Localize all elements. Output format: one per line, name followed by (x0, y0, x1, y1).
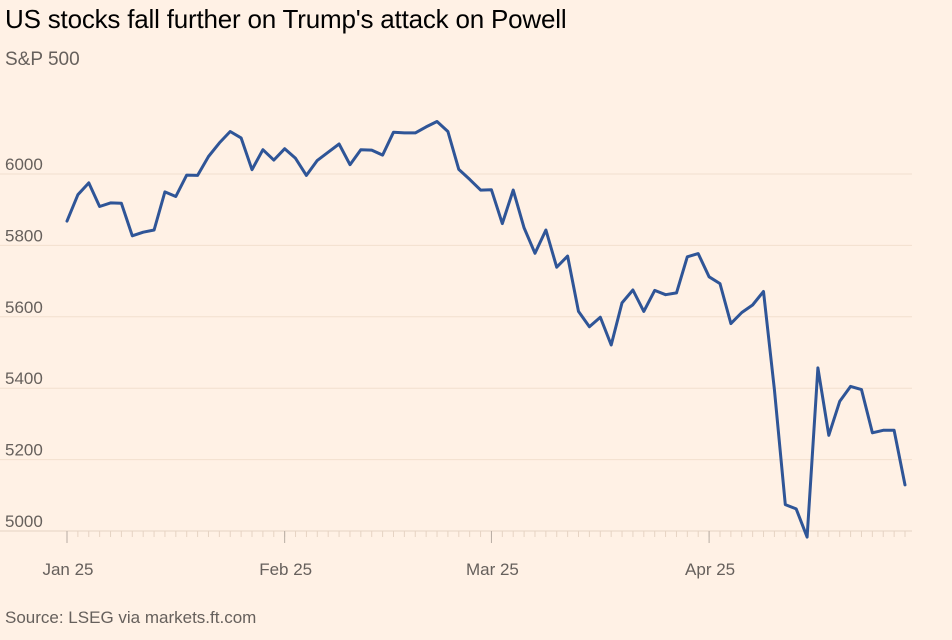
data-point (424, 124, 429, 129)
data-point (783, 502, 788, 507)
y-tick-label-5600: 5600 (5, 298, 43, 317)
y-tick-label-5000: 5000 (5, 512, 43, 531)
data-point (184, 173, 189, 178)
data-point (347, 162, 352, 167)
data-point (609, 343, 614, 348)
chart-subtitle: S&P 500 (5, 49, 80, 70)
data-point (576, 309, 581, 314)
data-point (511, 188, 516, 193)
series-line-sp500 (65, 120, 907, 539)
data-point (826, 433, 831, 438)
data-point (250, 167, 255, 172)
data-point (565, 254, 570, 259)
data-point (435, 119, 440, 124)
data-point (500, 221, 505, 226)
data-point (293, 156, 298, 161)
data-point (587, 324, 592, 329)
data-point (130, 233, 135, 238)
data-point (685, 254, 690, 259)
gridlines (0, 173, 912, 532)
x-tick-label-apr-25: Apr 25 (685, 560, 735, 579)
data-point (717, 281, 722, 286)
y-tick-label-5800: 5800 (5, 226, 43, 245)
data-point (456, 167, 461, 172)
data-point (674, 290, 679, 295)
data-point (119, 201, 124, 206)
data-point (315, 158, 320, 163)
data-point (532, 251, 537, 256)
data-point (696, 251, 701, 256)
data-point (358, 147, 363, 152)
data-point (881, 428, 886, 433)
y-tick-label-5200: 5200 (5, 441, 43, 460)
data-point (413, 130, 418, 135)
data-point (543, 228, 548, 233)
series (65, 119, 908, 540)
data-point (239, 135, 244, 140)
y-tick-label-6000: 6000 (5, 155, 43, 174)
data-point (859, 387, 864, 392)
data-point (739, 310, 744, 315)
data-point (870, 430, 875, 435)
data-point (162, 189, 167, 194)
data-point (326, 150, 331, 155)
data-point (195, 173, 200, 178)
data-point (228, 129, 233, 134)
data-point (478, 188, 483, 193)
data-point (206, 154, 211, 159)
x-tick-label-jan-25: Jan 25 (42, 560, 93, 579)
x-tick-label-mar-25: Mar 25 (466, 560, 519, 579)
y-axis-tick-labels: 5000 5200 5400 5600 5800 6000 (5, 155, 43, 531)
data-point (815, 365, 820, 370)
data-point (641, 309, 646, 314)
data-point (663, 292, 668, 297)
data-point (402, 130, 407, 135)
source-note: Source: LSEG via markets.ft.com (5, 608, 257, 627)
data-point (369, 148, 374, 153)
data-point (304, 173, 309, 178)
data-point (489, 187, 494, 192)
data-point (108, 200, 113, 205)
data-point (97, 204, 102, 209)
data-point (848, 384, 853, 389)
data-point (772, 387, 777, 392)
data-point (598, 315, 603, 320)
data-point (652, 288, 657, 293)
data-point (554, 265, 559, 270)
data-point (728, 321, 733, 326)
data-point (75, 192, 80, 197)
data-point (837, 399, 842, 404)
data-point (892, 428, 897, 433)
data-point (750, 303, 755, 308)
y-tick-label-5400: 5400 (5, 369, 43, 388)
data-point (467, 177, 472, 182)
data-point (173, 194, 178, 199)
data-point (620, 300, 625, 305)
data-point (337, 142, 342, 147)
data-point (260, 147, 265, 152)
data-point (282, 146, 287, 151)
data-point (152, 228, 157, 233)
data-point (761, 289, 766, 294)
data-point (445, 129, 450, 134)
data-point (86, 180, 91, 185)
x-tick-label-feb-25: Feb 25 (259, 560, 312, 579)
data-point (380, 153, 385, 158)
data-point (141, 230, 146, 235)
chart-title: US stocks fall further on Trump's attack… (5, 4, 567, 34)
data-point (630, 288, 635, 293)
data-point (805, 535, 810, 540)
data-point (707, 274, 712, 279)
data-point (217, 140, 222, 145)
data-point (391, 130, 396, 135)
data-point (903, 482, 908, 487)
data-point (522, 225, 527, 230)
data-point (271, 158, 276, 163)
x-axis: Jan 25 Feb 25 Mar 25 Apr 25 (42, 531, 906, 579)
data-point (794, 506, 799, 511)
data-point (65, 219, 70, 224)
